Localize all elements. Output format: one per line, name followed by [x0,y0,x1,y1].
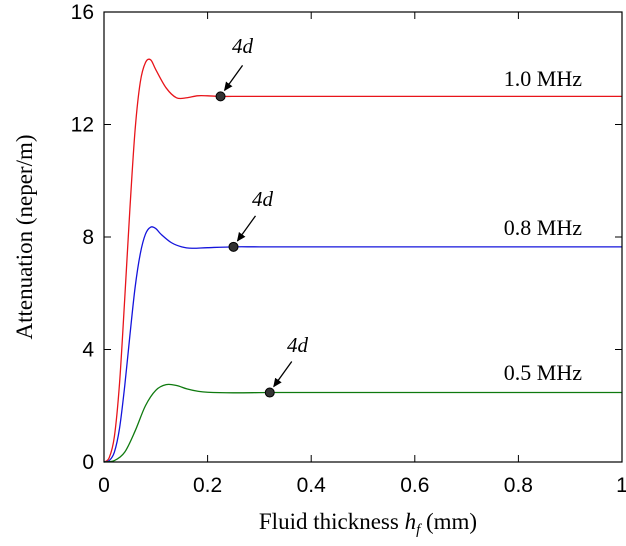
y-tick-label: 16 [71,1,94,24]
annotation-4d-08mhz: 4d [252,187,274,211]
x-tick-label: 0.8 [504,474,533,497]
x-tick-label: 0.2 [193,474,222,497]
x-tick-label: 0 [98,474,110,497]
marker-layer [215,64,293,398]
annotation-arrow-2 [273,361,293,388]
x-axis-title-sub: f [416,522,422,538]
x-axis-title: Fluid thickness hf (mm) [259,509,477,538]
annotation-4d-05mhz: 4d [287,333,309,357]
series-label-1mhz: 1.0 MHz [504,66,582,91]
series-layer [103,58,622,463]
ticks-layer: 0 0.2 0.4 0.6 0.8 1 0 4 8 12 16 [71,1,626,497]
series-line-05mhz [103,383,622,463]
y-tick-label: 8 [82,226,94,249]
plot-frame [103,11,623,463]
y-axis-title: Attenuation (neper/m) [12,134,37,339]
annotation-point-0 [215,91,226,102]
annotation-point-2 [264,387,275,398]
annotation-arrow-1 [236,215,257,242]
x-axis-title-text: Fluid thickness [259,509,405,534]
x-tick-label: 0.4 [297,474,327,497]
y-tick-label: 4 [82,339,94,362]
x-tick-label: 1 [616,474,626,497]
series-line-10mhz [103,58,622,463]
series-label-08mhz: 0.8 MHz [504,215,582,240]
y-tick-label: 12 [71,114,94,137]
x-axis-title-var: h [405,509,417,534]
annotation-arrow-0 [223,64,244,92]
annotation-4d-1mhz: 4d [232,34,254,58]
series-label-05mhz: 0.5 MHz [504,360,582,385]
annotation-point-1 [228,241,239,252]
x-tick-label: 0.6 [400,474,429,497]
y-tick-label: 0 [82,451,94,474]
series-line-08mhz [103,226,622,463]
x-axis-title-unit: (mm) [420,509,477,534]
